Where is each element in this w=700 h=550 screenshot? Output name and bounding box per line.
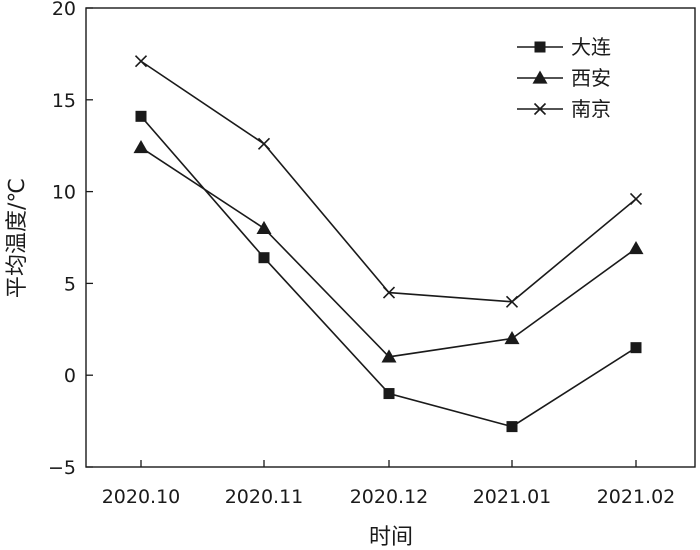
data-point <box>257 137 271 150</box>
series-line <box>140 60 637 303</box>
data-point <box>504 330 520 345</box>
data-point <box>134 55 148 68</box>
series-triangle <box>133 140 644 363</box>
series-line <box>140 146 637 358</box>
legend-marker <box>534 41 546 53</box>
data-point <box>630 342 642 354</box>
y-tick-label: 15 <box>52 90 76 112</box>
y-tick-label: −5 <box>48 457 76 479</box>
data-point <box>256 220 272 234</box>
data-point <box>505 295 519 308</box>
data-point <box>258 252 270 264</box>
data-point <box>133 140 149 154</box>
y-tick-label: 0 <box>64 365 76 387</box>
data-point <box>628 241 644 255</box>
legend-item: 大连 <box>517 35 611 59</box>
data-point <box>135 110 147 122</box>
data-point <box>506 421 518 433</box>
plot-frame <box>85 7 696 468</box>
y-tick-label: 5 <box>64 273 76 295</box>
legend-label: 大连 <box>571 35 611 59</box>
series-square <box>135 110 642 433</box>
y-tick-label: 10 <box>52 182 76 204</box>
series-line <box>140 115 637 428</box>
x-axis-title: 时间 <box>369 525 413 550</box>
series-cross <box>134 55 643 308</box>
x-tick-label: 2021.02 <box>597 486 676 508</box>
data-point <box>382 286 396 299</box>
legend-marker <box>532 70 548 84</box>
x-tick-label: 2020.12 <box>350 486 429 508</box>
legend-item: 南京 <box>517 97 611 121</box>
legend-marker <box>533 102 547 116</box>
x-tick-label: 2020.11 <box>225 486 304 508</box>
data-point <box>629 192 643 206</box>
y-tick-label: 20 <box>52 0 76 20</box>
x-tick-label: 2020.10 <box>102 486 181 508</box>
legend-label: 南京 <box>571 97 611 121</box>
data-point <box>381 349 397 363</box>
y-axis-title: 平均温度/℃ <box>5 178 30 298</box>
plot-area: −5 0 5 10 15 20 2020.10 2020.11 2020.12 2021.01 20… <box>48 0 696 508</box>
legend-item: 西安 <box>517 66 611 90</box>
data-point <box>383 388 395 400</box>
legend-label: 西安 <box>571 66 611 90</box>
x-tick-label: 2021.01 <box>473 486 552 508</box>
